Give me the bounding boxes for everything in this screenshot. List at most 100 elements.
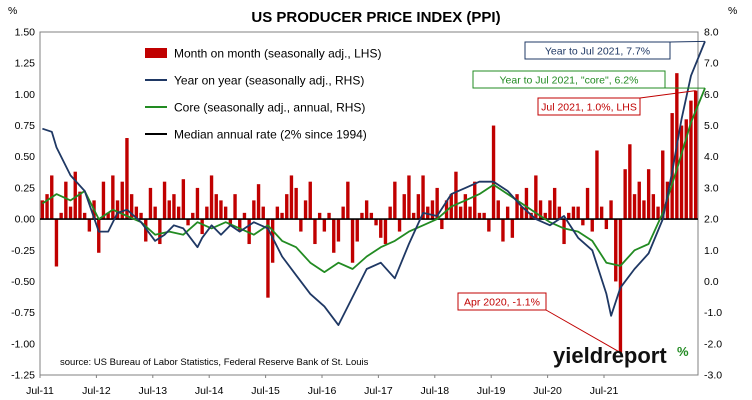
mom-bar <box>299 219 303 232</box>
mom-bar <box>209 175 214 220</box>
mom-bar <box>205 206 209 220</box>
mom-bar <box>534 175 538 220</box>
x-tick-label: Jul-21 <box>590 385 619 397</box>
mom-bar <box>195 187 200 220</box>
mom-bar <box>388 206 392 220</box>
mom-bar <box>176 206 181 220</box>
annotation-box <box>472 70 666 89</box>
mom-bar <box>144 219 148 242</box>
mom-bar <box>247 219 251 245</box>
mom-bar <box>191 212 195 220</box>
mom-bar <box>285 194 289 220</box>
mom-bar <box>426 206 430 220</box>
annotation-text: Year to Jul 2021, "core", 6.2% <box>500 75 639 87</box>
mom-bar <box>604 219 609 230</box>
right-tick-label: 1.0 <box>704 245 719 257</box>
mom-bar <box>139 212 143 220</box>
mom-bar <box>463 194 468 220</box>
mom-bar <box>223 206 228 220</box>
mom-bar <box>599 206 604 220</box>
annotation-leader <box>545 309 621 353</box>
mom-bar <box>129 194 134 220</box>
mom-bar <box>595 150 599 220</box>
mom-bar <box>238 219 242 232</box>
x-tick-label: Jul-11 <box>26 385 54 397</box>
mom-bar <box>473 181 477 220</box>
annotation-text: Apr 2020, -1.1% <box>464 297 540 309</box>
x-tick-label: Jul-18 <box>420 385 449 397</box>
x-tick-label: Jul-14 <box>195 385 224 397</box>
mom-bar <box>407 175 411 220</box>
mom-bar <box>158 219 162 245</box>
legend-label: Median annual rate (2% since 1994) <box>174 128 367 142</box>
right-tick-label: 8.0 <box>704 27 719 39</box>
mom-bar <box>374 219 378 226</box>
mom-bar <box>266 219 270 298</box>
right-tick-label: -2.0 <box>704 338 722 350</box>
mom-bar <box>515 194 519 220</box>
mom-bar <box>609 200 613 220</box>
right-tick-label: 5.0 <box>704 120 719 132</box>
source-note: source: US Bureau of Labor Statistics, F… <box>60 357 369 368</box>
yoy-line <box>42 41 706 326</box>
x-tick-label: Jul-17 <box>364 385 393 397</box>
mom-bar <box>68 206 73 220</box>
left-tick-label: -0.25 <box>11 245 35 257</box>
mom-bar <box>256 184 261 220</box>
legend-swatch <box>145 48 167 58</box>
core-line <box>41 87 706 273</box>
mom-bar <box>585 187 590 220</box>
right-tick-label: 3.0 <box>704 182 719 194</box>
chart-title: US PRODUCER PRICE INDEX (PPI) <box>251 9 500 26</box>
mom-bar <box>623 169 627 220</box>
mom-bar <box>383 219 388 245</box>
right-tick-label: -1.0 <box>704 307 722 319</box>
annotation-box <box>537 97 641 116</box>
mom-bar <box>520 206 524 220</box>
mom-bar <box>120 181 124 220</box>
mom-bar <box>360 212 364 220</box>
mom-bar <box>491 125 496 220</box>
left-tick-label: 1.00 <box>15 89 36 101</box>
mom-bar <box>538 200 543 220</box>
mom-bar <box>468 206 472 220</box>
brand-name: yieldreport <box>553 343 667 368</box>
mom-bar <box>289 175 294 220</box>
mom-bar <box>270 219 275 263</box>
mom-bar <box>642 200 646 220</box>
mom-bar <box>172 194 176 220</box>
mom-bar <box>97 219 101 253</box>
mom-bar <box>214 194 218 220</box>
mom-bar <box>219 200 223 220</box>
right-tick-label: 4.0 <box>704 151 719 163</box>
mom-bar <box>233 194 237 220</box>
mom-bar <box>341 206 345 220</box>
mom-bar <box>693 90 698 220</box>
legend-label: Core (seasonally adj., annual, RHS) <box>174 101 365 115</box>
mom-bar <box>637 181 641 220</box>
mom-bar <box>148 187 153 220</box>
mom-bar <box>628 144 632 220</box>
mom-bar <box>411 212 416 220</box>
mom-bar <box>670 113 674 220</box>
mom-bar <box>200 219 204 235</box>
mom-bar <box>477 212 482 220</box>
left-tick-label: -1.25 <box>11 370 35 382</box>
mom-bar <box>167 200 171 220</box>
mom-bar <box>242 212 247 220</box>
x-tick-label: Jul-16 <box>308 385 337 397</box>
x-tick-label: Jul-19 <box>477 385 506 397</box>
mom-bar <box>552 187 557 220</box>
annotation-text: Jul 2021, 1.0%, LHS <box>541 102 637 114</box>
mom-bar <box>162 181 167 220</box>
right-axis-unit: % <box>728 5 737 17</box>
mom-bar <box>689 100 693 220</box>
plot-area-border <box>39 31 699 376</box>
left-tick-label: 0.25 <box>15 182 36 194</box>
legend-label: Year on year (seasonally adj., RHS) <box>174 74 364 88</box>
mom-bar <box>571 206 576 220</box>
mom-bar <box>153 206 157 220</box>
mom-bar <box>590 219 594 232</box>
right-tick-label: 6.0 <box>704 89 719 101</box>
